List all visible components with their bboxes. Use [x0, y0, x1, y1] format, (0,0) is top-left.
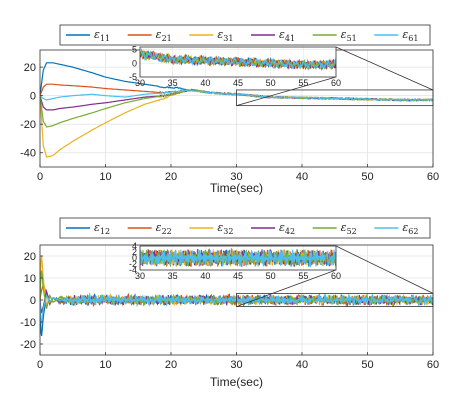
inset-series-line-62 [140, 249, 336, 267]
inset-y-tick-label: 0 [132, 253, 137, 263]
x-tick-label: 0 [37, 359, 43, 371]
legend-label-51: ε51 [341, 28, 357, 43]
zoom-region-box [236, 292, 434, 307]
inset-x-tick-label: 35 [168, 78, 178, 88]
inset-x-tick-label: 40 [200, 271, 210, 281]
x-tick-label: 60 [427, 359, 439, 371]
y-tick-label: 20 [24, 251, 36, 263]
legend-label-11: ε11 [94, 28, 110, 43]
inset-frame [139, 46, 337, 78]
legend-label-42: ε42 [279, 221, 295, 236]
inset-series-group [140, 48, 336, 72]
inset-x-tick-label: 50 [266, 78, 276, 88]
legend-label-12: ε12 [94, 221, 110, 236]
inset-y-tick-label: -4 [129, 265, 137, 275]
zoom-connector-upper [335, 245, 434, 294]
y-tick-label: 10 [24, 273, 36, 285]
x-tick-label: 30 [230, 171, 242, 183]
zoom-connector-lower [236, 76, 337, 107]
y-tick-label: 20 [24, 62, 36, 74]
y-tick-label: -20 [20, 339, 36, 351]
y-tick-label: 0 [30, 91, 36, 103]
zoom-connector-lower [236, 269, 337, 307]
inset-y-tick-label: 2 [132, 247, 137, 257]
legend-label-21: ε21 [156, 28, 172, 43]
inset-frame [139, 245, 337, 271]
inset-x-tick-label: 55 [298, 78, 308, 88]
inset-x-tick-label: 30 [135, 271, 145, 281]
inset-x-tick-label: 50 [266, 271, 276, 281]
x-tick-label: 40 [296, 171, 308, 183]
inset-series-line-61 [140, 50, 336, 70]
x-tick-label: 20 [165, 171, 177, 183]
x-tick-label: 10 [99, 171, 111, 183]
inset-y-tick-label: 4 [132, 241, 137, 251]
inset-y-tick-label: -5 [129, 72, 137, 82]
inset-x-tick-label: 45 [233, 78, 243, 88]
y-tick-label: -20 [20, 119, 36, 131]
legend-label-41: ε41 [279, 28, 295, 43]
legend-label-61: ε61 [402, 28, 418, 43]
legend-label-32: ε32 [217, 221, 233, 236]
x-tick-label: 60 [427, 171, 439, 183]
x-tick-label: 30 [230, 359, 242, 371]
inset-x-tick-label: 30 [135, 78, 145, 88]
inset-y-tick-label: 5 [132, 45, 137, 55]
legend-label-62: ε62 [402, 221, 418, 236]
inset-y-tick-label: 0 [132, 58, 137, 68]
y-tick-label: -40 [20, 148, 36, 160]
legend-label-52: ε52 [341, 221, 357, 236]
legend-label-22: ε22 [156, 221, 172, 236]
x-tick-label: 40 [296, 359, 308, 371]
x-tick-label: 50 [361, 171, 373, 183]
legend-box [59, 217, 431, 239]
inset-x-tick-label: 40 [200, 78, 210, 88]
x-axis-label: Time(sec) [210, 181, 263, 195]
inset-x-tick-label: 55 [298, 271, 308, 281]
x-axis-label: Time(sec) [210, 375, 263, 389]
y-tick-label: -10 [20, 317, 36, 329]
inset-y-tick-label: -2 [129, 259, 137, 269]
x-tick-label: 50 [361, 359, 373, 371]
inset-x-tick-label: 60 [331, 271, 341, 281]
inset-x-tick-label: 60 [331, 78, 341, 88]
zoom-connector-upper [335, 46, 434, 91]
y-tick-label: 0 [30, 295, 36, 307]
legend-label-31: ε31 [217, 28, 233, 43]
x-tick-label: 10 [99, 359, 111, 371]
legend-box [59, 24, 431, 46]
zoom-region-box [236, 89, 434, 107]
inset-x-tick-label: 35 [168, 271, 178, 281]
inset-series-group [140, 247, 336, 268]
inset-x-tick-label: 45 [233, 271, 243, 281]
inset-axes: 30 35 40 45 50 55 60 -5 0 5 [129, 45, 341, 88]
x-tick-label: 0 [37, 171, 43, 183]
x-tick-label: 20 [165, 359, 177, 371]
